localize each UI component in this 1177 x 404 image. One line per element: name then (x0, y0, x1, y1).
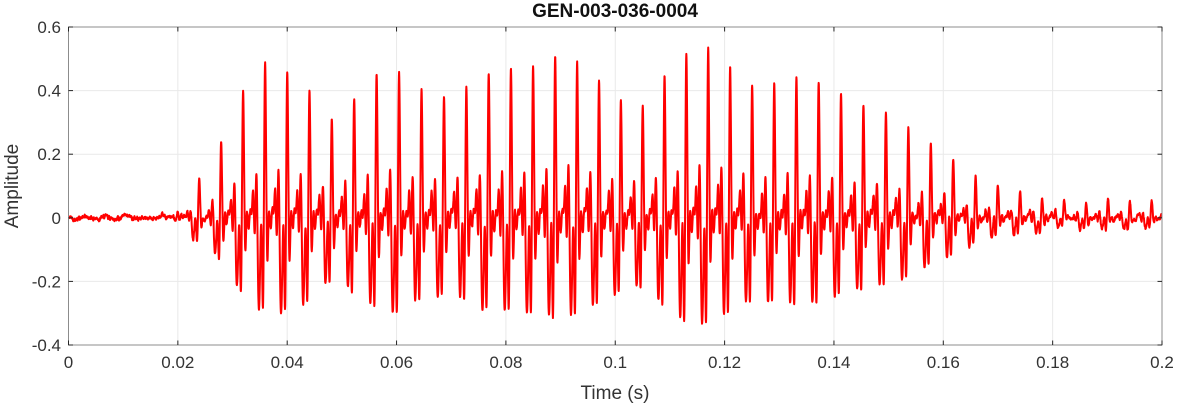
x-tick-label: 0.16 (927, 353, 960, 372)
y-axis-label: Amplitude (2, 144, 23, 229)
y-tick-label: 0 (52, 209, 61, 228)
y-tick-label: 0.4 (37, 82, 61, 101)
x-tick-label: 0.04 (271, 353, 304, 372)
x-tick-label: 0.12 (708, 353, 741, 372)
y-tick-label: -0.2 (32, 272, 61, 291)
grid-layer (68, 27, 1162, 345)
x-tick-label: 0.1 (603, 353, 627, 372)
x-tick-label: 0.08 (489, 353, 522, 372)
chart-title: GEN-003-036-0004 (532, 1, 698, 22)
x-tick-label: 0 (64, 353, 73, 372)
x-tick-label: 0.2 (1150, 353, 1174, 372)
axes-layer (68, 26, 1163, 346)
x-tick-label: 0.06 (380, 353, 413, 372)
y-tick-label: 0.6 (37, 18, 61, 37)
x-tick-label: 0.14 (817, 353, 850, 372)
y-tick-label: -0.4 (32, 336, 61, 355)
tick-label-layer: 0 0.02 0.04 0.06 0.08 0.1 0.12 0.14 0.16 0.18 0.2 -… (32, 18, 1174, 372)
x-tick-label: 0.02 (161, 353, 194, 372)
x-axis-label: Time (s) (581, 383, 650, 404)
x-tick-label: 0.18 (1036, 353, 1069, 372)
series-layer (68, 46, 1162, 325)
y-tick-label: 0.2 (37, 145, 61, 164)
waveform-path (68, 46, 1162, 325)
